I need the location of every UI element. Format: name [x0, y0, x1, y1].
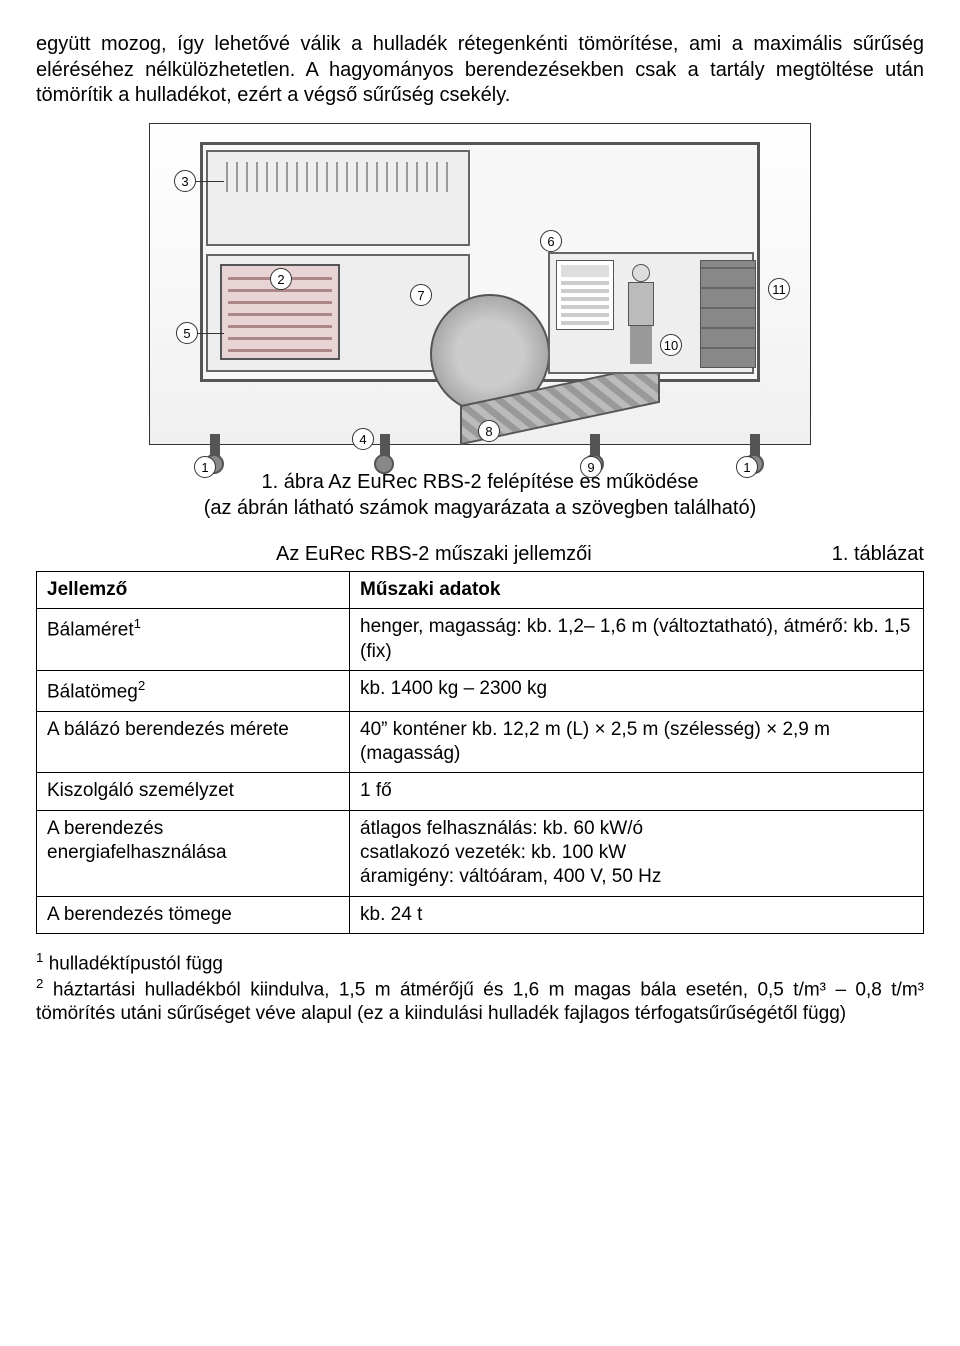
callout-6: 6 [540, 230, 562, 252]
table-row: A berendezés tömegekb. 24 t [37, 896, 924, 933]
intro-paragraph: együtt mozog, így lehetővé válik a hulla… [36, 32, 924, 109]
table-cell-value: kb. 1400 kg – 2300 kg [350, 671, 924, 712]
callout-1b: 1 [736, 456, 758, 478]
specs-table: Jellemző Műszaki adatok Bálaméret1henger… [36, 571, 924, 934]
table-title: Az EuRec RBS-2 műszaki jellemzői [36, 542, 832, 568]
table-cell-label: A berendezés energiafelhasználása [37, 810, 350, 896]
footnote-1: 1 hulladéktípustól függ [36, 950, 924, 976]
table-cell-value: henger, magasság: kb. 1,2– 1,6 m (változ… [350, 609, 924, 671]
callout-11: 11 [768, 278, 790, 300]
machine-diagram: 1 2 3 4 5 6 7 8 9 10 11 1 [149, 123, 811, 445]
table-row: Bálatömeg2kb. 1400 kg – 2300 kg [37, 671, 924, 712]
callout-7: 7 [410, 284, 432, 306]
table-cell-label: A bálázó berendezés mérete [37, 711, 350, 773]
table-number: 1. táblázat [832, 542, 924, 568]
footnotes: 1 hulladéktípustól függ 2 háztartási hul… [36, 950, 924, 1026]
figure-container: 1 2 3 4 5 6 7 8 9 10 11 1 [36, 123, 924, 453]
callout-2: 2 [270, 268, 292, 290]
footnote-2: 2 háztartási hulladékból kiindulva, 1,5 … [36, 976, 924, 1026]
table-cell-value: 40” konténer kb. 12,2 m (L) × 2,5 m (szé… [350, 711, 924, 773]
callout-5: 5 [176, 322, 198, 344]
callout-4: 4 [352, 428, 374, 450]
caption-line-1: 1. ábra Az EuRec RBS-2 felépítése és műk… [36, 470, 924, 496]
table-row: A bálázó berendezés mérete40” konténer k… [37, 711, 924, 773]
callout-8: 8 [478, 420, 500, 442]
table-cell-value: 1 fő [350, 773, 924, 810]
table-cell-label: Bálaméret1 [37, 609, 350, 671]
callout-3: 3 [174, 170, 196, 192]
callout-9: 9 [580, 456, 602, 478]
callout-10: 10 [660, 334, 682, 356]
figure-caption: 1. ábra Az EuRec RBS-2 felépítése és műk… [36, 470, 924, 521]
table-cell-label: Bálatömeg2 [37, 671, 350, 712]
table-cell-label: A berendezés tömege [37, 896, 350, 933]
table-row: Bálaméret1henger, magasság: kb. 1,2– 1,6… [37, 609, 924, 671]
callout-1: 1 [194, 456, 216, 478]
table-cell-value: átlagos felhasználás: kb. 60 kW/ó csatla… [350, 810, 924, 896]
table-header-col2: Műszaki adatok [350, 572, 924, 609]
table-row: Kiszolgáló személyzet1 fő [37, 773, 924, 810]
table-row: A berendezés energiafelhasználásaátlagos… [37, 810, 924, 896]
table-cell-value: kb. 24 t [350, 896, 924, 933]
table-cell-label: Kiszolgáló személyzet [37, 773, 350, 810]
table-header-col1: Jellemző [37, 572, 350, 609]
caption-line-2: (az ábrán látható számok magyarázata a s… [36, 496, 924, 522]
